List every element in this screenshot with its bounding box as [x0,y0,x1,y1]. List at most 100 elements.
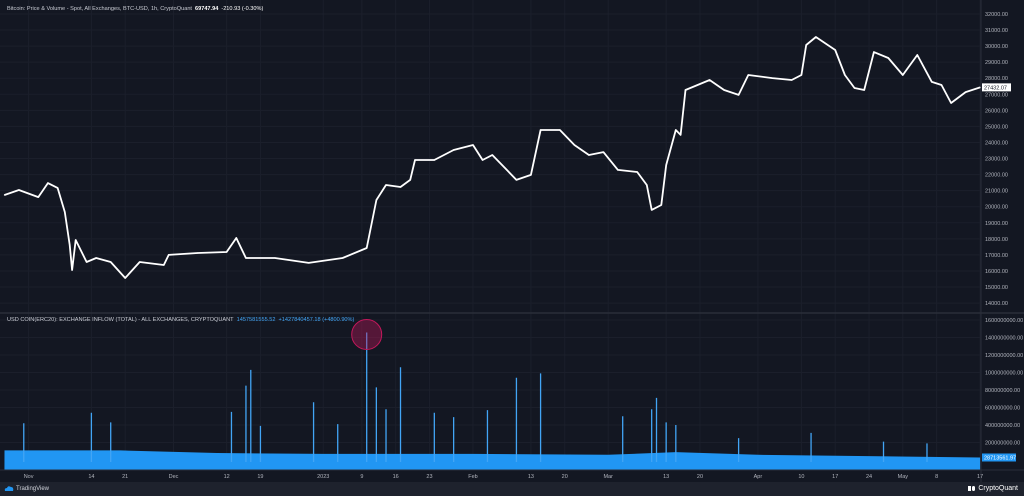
price-point [491,154,493,156]
price-point [47,182,49,184]
time-tick-label: 9 [360,474,363,480]
price-tick-label: 20000.00 [985,205,1008,211]
highlight-circle [351,318,383,350]
price-point [110,261,112,263]
price-tick-label: 22000.00 [985,173,1008,179]
price-point [197,252,199,254]
price-point [684,89,687,91]
price-legend-value: 69747.94 [194,6,219,12]
price-point [71,269,73,271]
price-legend: Bitcoin: Price & Volume - Spot, All Exch… [7,6,263,12]
time-tick-label: Apr [754,474,763,480]
inflow-tick-label: 400000000.00 [985,423,1020,429]
inflow-tick-label: 1200000000.00 [985,353,1023,359]
price-tick-label: 15000.00 [985,285,1008,291]
price-legend-title: Bitcoin: Price & Volume - Spot, All Exch… [7,6,192,12]
price-point [124,277,126,279]
price-point [665,164,667,166]
price-point [75,239,77,241]
price-point [844,74,846,76]
price-point [414,159,416,161]
price-point [515,179,518,181]
inflow-tick-label: 1000000000.00 [985,371,1023,377]
time-tick-label: 19 [257,474,263,480]
price-point [950,102,952,104]
inflow-tick-label: 600000000.00 [985,406,1020,412]
price-point [791,79,793,81]
time-tick-label: 16 [393,474,399,480]
time-tick-label: 8 [935,474,938,480]
time-tick-label: 20 [562,474,568,480]
time-tick-label: Dec [169,474,179,480]
inflow-pane[interactable] [4,318,981,470]
price-point [863,89,865,91]
price-point [723,89,725,91]
tradingview-label: TradingView [16,485,50,492]
price-tick-label: 24000.00 [985,140,1008,146]
inflow-last-value-badge [982,453,1016,462]
price-point [64,211,66,213]
price-axis[interactable]: 32000.00 31000.00 30000.00 29000.00 28000.00… [982,12,1023,462]
inflow-tick-label: 1600000000.00 [985,318,1023,324]
price-point [409,179,411,181]
time-tick-label: 17 [832,474,838,480]
price-point [341,257,344,259]
price-point [660,204,662,206]
price-point [636,171,638,173]
price-point [916,54,918,56]
price-point [18,189,20,191]
cryptoquant-logo[interactable]: CryptoQuant [968,485,1018,492]
price-tick-label: 30000.00 [985,44,1008,50]
price-point [873,51,875,53]
time-tick-label: 24 [866,474,872,480]
inflow-legend-title: USD COIN(ERC20): EXCHANGE INFLOW (TOTAL)… [7,317,234,323]
price-point [245,257,247,259]
price-point [887,57,889,59]
price-point [738,94,740,96]
time-tick-label: May [898,474,909,480]
price-point [366,247,368,249]
price-point [453,149,455,151]
price-tick-label: 26000.00 [985,108,1008,114]
price-pane[interactable] [3,36,981,279]
chart[interactable]: 32000.00 31000.00 30000.00 29000.00 28000.00… [0,0,1024,482]
price-point [168,254,170,256]
price-point [902,74,904,76]
price-point [37,196,39,198]
price-tick-label: 18000.00 [985,237,1008,243]
price-point [646,184,648,186]
price-tick-label: 31000.00 [985,28,1008,34]
time-tick-label: 21 [122,474,128,480]
price-tick-label: 17000.00 [985,253,1008,259]
price-tick-label: 32000.00 [985,12,1008,18]
grid [0,0,981,470]
price-point [979,86,981,88]
price-point [95,257,97,259]
tradingview-logo[interactable]: TradingView [4,485,49,492]
time-tick-label: 2023 [317,474,329,480]
price-point [559,129,561,131]
price-point [3,194,6,196]
price-point [602,151,604,153]
time-tick-label: 12 [224,474,230,480]
price-point [815,36,817,38]
time-tick-label: Mar [603,474,613,480]
price-tick-label: 25000.00 [985,124,1008,130]
price-tick-label: 29000.00 [985,60,1008,66]
price-point [588,154,590,156]
time-tick-label: 23 [426,474,432,480]
time-tick-label: 10 [798,474,804,480]
price-point [931,81,933,83]
time-axis[interactable]: Nov 14 21 Dec 12 19 2023 9 16 23 Feb 13 20 Mar 13 20 Apr… [24,474,983,480]
price-point [573,144,575,146]
price-point [385,184,387,186]
price-point [375,199,377,201]
price-point [965,91,967,93]
price-legend-change: -210.93 (-0.30%) [221,6,264,12]
price-point [747,74,749,76]
price-last-value-badge [982,83,1011,92]
time-tick-label: 13 [528,474,534,480]
inflow-area[interactable] [4,450,981,470]
time-tick-label: 20 [697,474,703,480]
price-tick-label: 23000.00 [985,157,1008,163]
